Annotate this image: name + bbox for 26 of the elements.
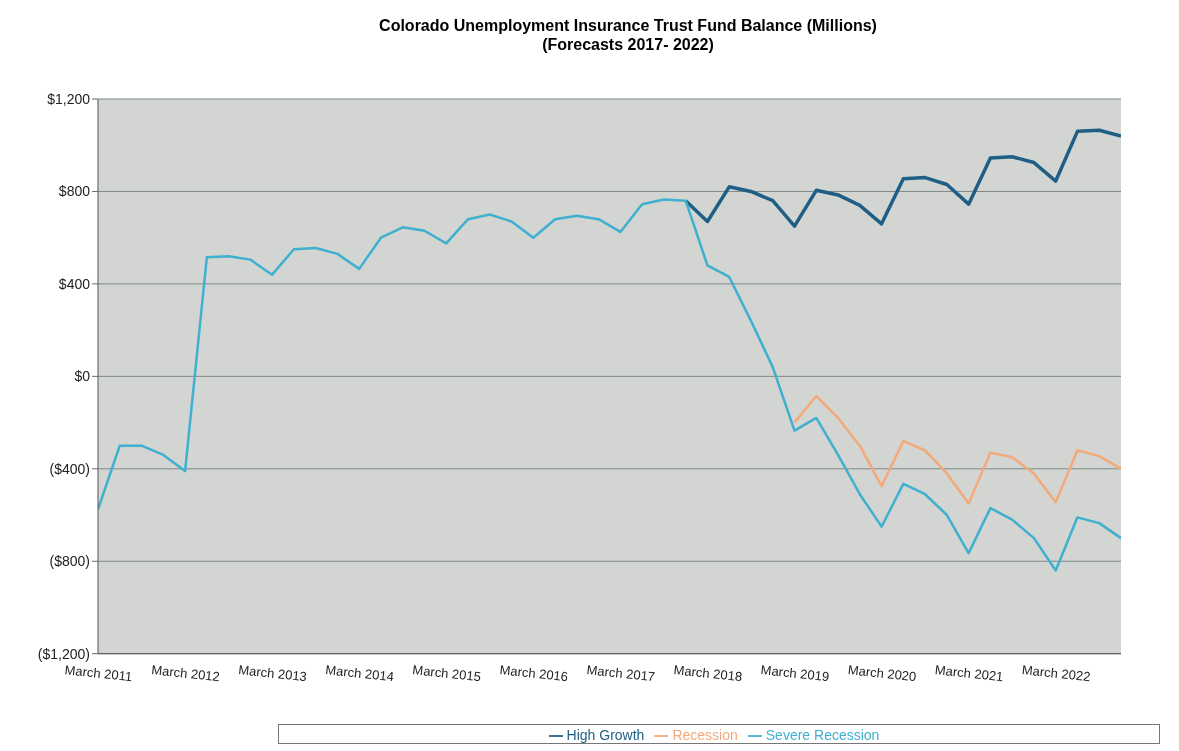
x-tick-label: March 2019 (760, 662, 830, 685)
x-tick-label: March 2014 (324, 662, 395, 685)
x-tick-label: March 2021 (934, 662, 1005, 685)
y-tick-label: $800 (58, 183, 91, 200)
x-tick-label: March 2012 (150, 662, 221, 685)
legend-label: High Growth (566, 726, 645, 743)
x-tick-label: March 2018 (672, 662, 743, 685)
y-tick-label: ($400) (49, 460, 90, 477)
x-tick-label: March 2020 (847, 662, 917, 685)
legend-label: Severe Recession (765, 726, 880, 743)
x-tick-label: March 2015 (411, 662, 482, 685)
legend-label: Recession (672, 726, 738, 743)
chart-title: Colorado Unemployment Insurance Trust Fund Balance (Millions) (378, 16, 878, 35)
chart-subtitle: (Forecasts 2017- 2022) (541, 35, 715, 54)
x-tick-label: March 2011 (64, 662, 133, 685)
line-series (98, 198, 1121, 572)
line-series (793, 394, 1121, 505)
y-tick-label: $1,200 (47, 90, 91, 107)
y-tick-label: $0 (74, 368, 91, 385)
x-tick-label: March 2016 (498, 662, 569, 685)
x-tick-label: March 2017 (585, 662, 656, 685)
y-tick-label: ($800) (49, 553, 90, 570)
y-tick-label: ($1,200) (37, 645, 90, 662)
x-tick-label: March 2022 (1021, 662, 1092, 685)
x-tick-label: March 2013 (237, 662, 308, 685)
y-tick-label: $400 (58, 275, 91, 292)
